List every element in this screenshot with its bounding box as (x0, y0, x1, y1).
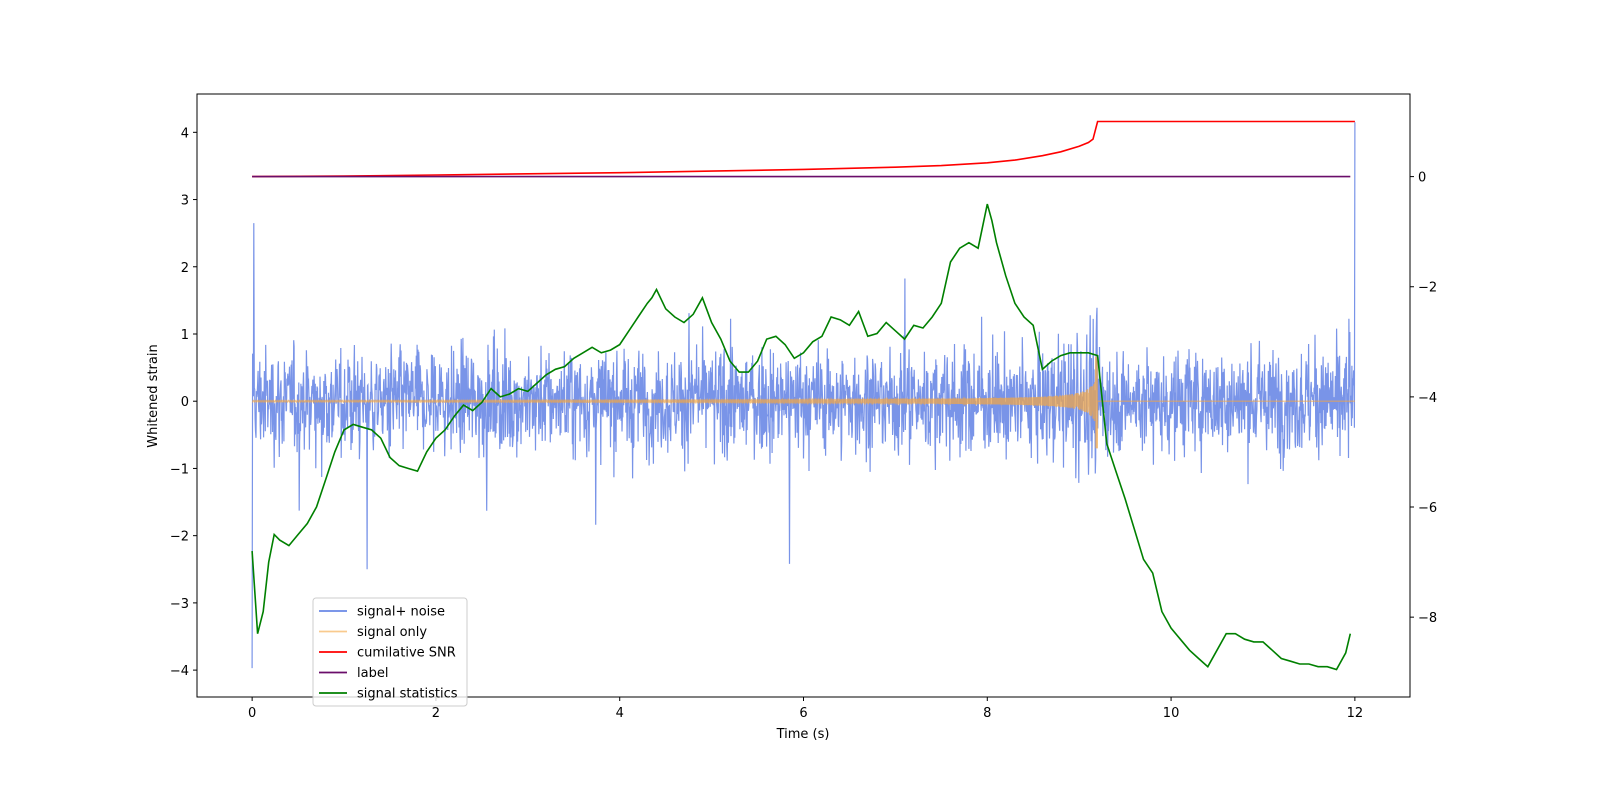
series-line-signal-only (251, 356, 1355, 449)
x-tick-label: 12 (1347, 706, 1364, 721)
y-axis-label: Whitened strain (146, 344, 161, 447)
y-tick-label: 2 (181, 261, 189, 276)
series-layer (251, 120, 1356, 671)
series-line-signal-noise (251, 122, 1356, 669)
x-tick-label: 6 (799, 706, 807, 721)
legend-label: label (357, 666, 388, 681)
y2-tick-label: −8 (1418, 611, 1437, 626)
y-tick-label: −3 (170, 597, 189, 612)
y-tick-label: 0 (181, 395, 189, 410)
legend-frame (312, 597, 468, 707)
y-tick-label: −2 (170, 530, 189, 545)
x-axis-label: Time (s) (776, 727, 830, 742)
x-tick-label: 10 (1163, 706, 1180, 721)
y2-tick-label: −2 (1418, 281, 1437, 296)
x-tick-label: 4 (616, 706, 624, 721)
legend-label: signal statistics (357, 687, 458, 702)
series-line-signal-statistics (251, 203, 1352, 671)
legend: signal+ noise signal only cumilative SNR la… (312, 597, 468, 707)
legend-label: cumilative SNR (357, 646, 456, 661)
y-tick-label: −1 (170, 462, 189, 477)
x-tick-label: 8 (983, 706, 991, 721)
y2-tick-label: 0 (1418, 171, 1426, 186)
y2-tick-label: −4 (1418, 391, 1437, 406)
y-tick-label: 3 (181, 194, 189, 209)
x-tick-label: 2 (432, 706, 440, 721)
y-tick-label: 4 (181, 126, 189, 141)
y-tick-label: 1 (181, 328, 189, 343)
legend-label: signal+ noise (357, 605, 445, 620)
y-tick-label: −4 (170, 664, 189, 679)
y2-tick-label: −6 (1418, 501, 1437, 516)
series-line-cumulative-snr (252, 120, 1355, 178)
x-tick-label: 0 (248, 706, 256, 721)
legend-label: signal only (357, 625, 427, 640)
